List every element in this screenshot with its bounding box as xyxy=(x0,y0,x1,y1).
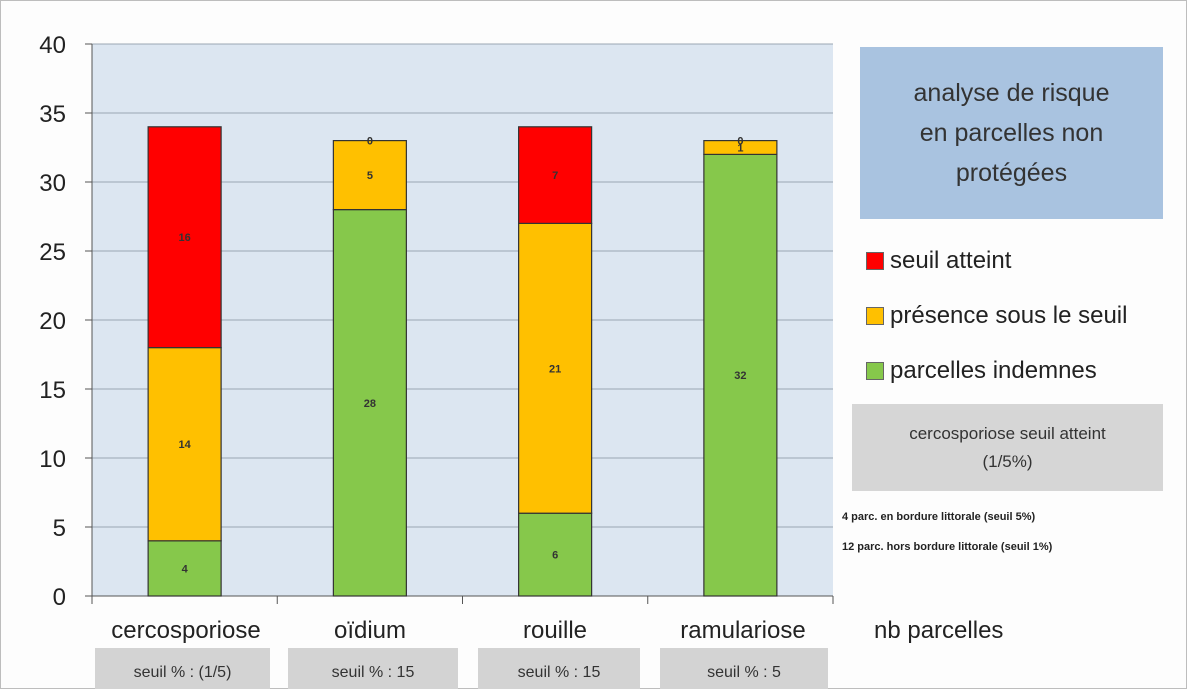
y-tick-label: 0 xyxy=(53,584,66,611)
seuil-box-oidium: seuil % : 15 xyxy=(288,648,458,689)
category-label-ramulariose: ramulariose xyxy=(680,617,806,644)
legend-label: présence sous le seuil xyxy=(890,302,1128,329)
data-label: 7 xyxy=(552,170,558,182)
data-label: 32 xyxy=(734,370,746,382)
y-tick-label: 5 xyxy=(53,515,66,542)
y-tick-label: 25 xyxy=(39,239,66,266)
data-label: 1 xyxy=(737,143,743,155)
seuil-box-ramulariose: seuil % : 5 xyxy=(660,648,828,689)
y-tick-label: 30 xyxy=(39,170,66,197)
legend-label: parcelles indemnes xyxy=(890,357,1097,384)
chart-title-box: analyse de risque en parcelles non proté… xyxy=(860,47,1163,219)
data-label: 14 xyxy=(179,439,192,451)
category-label-cercosporiose: cercosporiose xyxy=(111,617,261,644)
bar-segment xyxy=(332,209,407,597)
data-label: 4 xyxy=(182,563,189,575)
y-tick-label: 15 xyxy=(39,377,66,404)
data-label: 16 xyxy=(179,232,191,244)
seuil-box-rouille: seuil % : 15 xyxy=(478,648,640,689)
legend: seuil atteint présence sous le seuil par… xyxy=(866,236,1127,401)
small-note-littoral: 4 parc. en bordure littorale (seuil 5%) xyxy=(842,511,1036,523)
bar-segment xyxy=(147,540,222,597)
bar-segment xyxy=(147,347,222,542)
y-tick-label: 20 xyxy=(39,308,66,335)
category-label-rouille: rouille xyxy=(522,617,588,644)
data-label: 28 xyxy=(364,398,376,410)
bar-segment xyxy=(703,153,778,597)
small-note-hors-littoral: 12 parc. hors bordure littorale (seuil 1… xyxy=(842,541,1053,553)
data-label: 5 xyxy=(367,170,373,182)
data-label: 21 xyxy=(549,363,561,375)
seuil-box-cercosporiose: seuil % : (1/5) xyxy=(95,648,270,689)
chart-title: analyse de risque en parcelles non proté… xyxy=(913,79,1110,187)
legend-swatch-green xyxy=(866,362,884,380)
data-label: 6 xyxy=(552,550,558,562)
legend-swatch-red xyxy=(866,252,884,270)
legend-label: seuil atteint xyxy=(890,247,1012,274)
note-text: cercosporiose seuil atteint (1/5%) xyxy=(909,423,1106,471)
legend-item-presence: présence sous le seuil xyxy=(866,291,1127,341)
category-label-oidium: oïdium xyxy=(333,617,407,644)
y-tick-label: 35 xyxy=(39,101,66,128)
legend-item-indemnes: parcelles indemnes xyxy=(866,346,1127,396)
x-axis-label: nb parcelles xyxy=(874,617,1004,644)
y-tick-label: 10 xyxy=(39,446,66,473)
data-label: 0 xyxy=(737,136,743,148)
data-label: 0 xyxy=(367,136,373,148)
y-tick-label: 40 xyxy=(39,32,66,59)
bar-segment xyxy=(147,126,222,349)
bar-segment xyxy=(332,140,407,211)
legend-swatch-orange xyxy=(866,307,884,325)
bar-segment xyxy=(518,126,593,225)
bar-segment xyxy=(703,140,778,156)
bar-segment xyxy=(518,512,593,597)
note-box: cercosporiose seuil atteint (1/5%) xyxy=(852,404,1163,491)
legend-item-seuil-atteint: seuil atteint xyxy=(866,236,1127,286)
